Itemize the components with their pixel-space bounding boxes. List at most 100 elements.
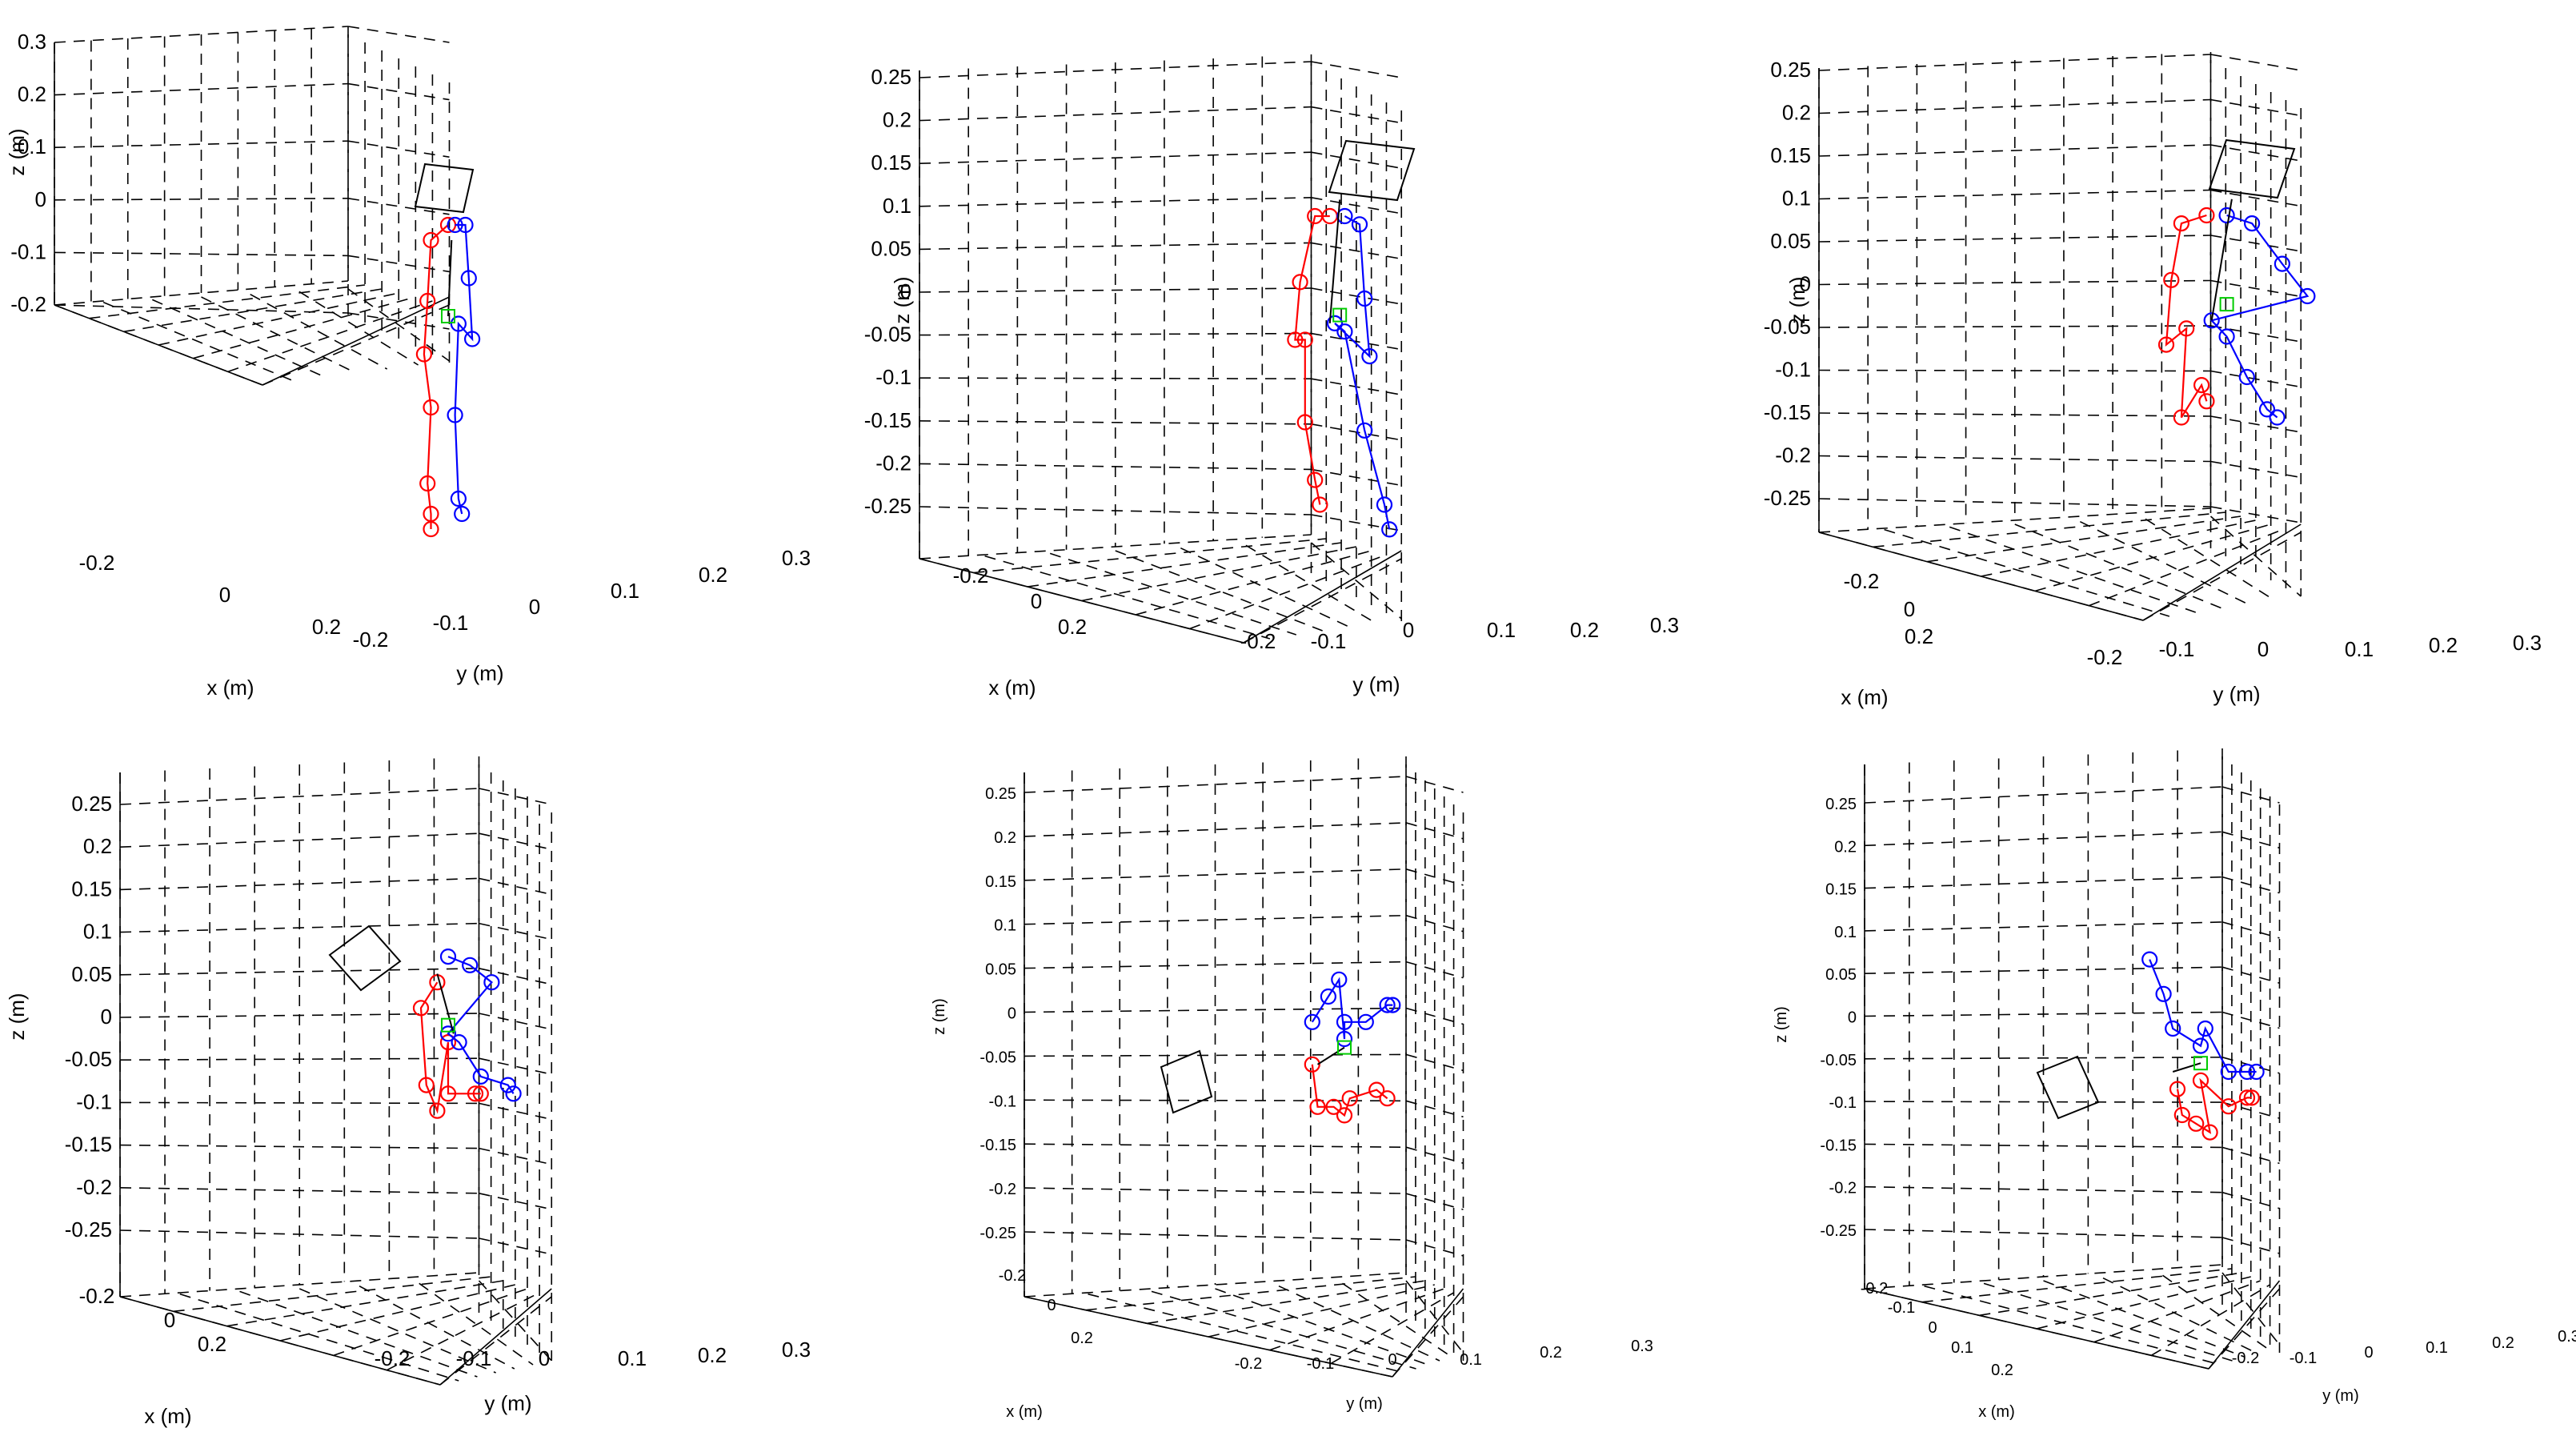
z-tick-label: -0.05	[980, 1049, 1016, 1066]
grid-line	[1180, 547, 1349, 628]
joint-marker	[1307, 207, 1324, 225]
grid-line	[1024, 1053, 1407, 1057]
series-right-limbs	[447, 216, 481, 523]
grid-line	[479, 1147, 552, 1165]
z-tick-label: -0.2	[875, 451, 911, 475]
x-tick-label: -0.1	[1888, 1299, 1915, 1317]
grid-line	[1311, 151, 1402, 169]
grid-line	[262, 304, 450, 386]
z-tick-label: -0.2	[76, 1175, 112, 1199]
y-axis-label: y (m)	[1352, 672, 1400, 696]
series-right-limbs	[2141, 951, 2265, 1081]
grid-line	[1024, 961, 1407, 969]
pelvis-marker-point	[2193, 1056, 2208, 1071]
joint-marker	[423, 231, 439, 249]
z-tick-label: 0	[900, 279, 911, 303]
grid-line	[54, 304, 349, 314]
y-tick-label: 0	[529, 595, 540, 619]
joint-marker	[472, 1085, 489, 1102]
grid-line	[2089, 527, 2286, 607]
joint-marker	[463, 331, 481, 347]
pelvis-marker-point	[1332, 307, 1348, 323]
right-limbs-line	[2149, 959, 2257, 1073]
grid-line	[2221, 1272, 2281, 1346]
joint-marker	[2188, 1115, 2205, 1132]
z-tick-label: 0.2	[18, 82, 46, 106]
series-pelvis-marker	[441, 309, 455, 323]
grid-line	[1818, 507, 2211, 533]
grid-line	[1024, 776, 1407, 793]
z-tick-label: -0.15	[980, 1137, 1016, 1154]
joint-marker	[2201, 1124, 2218, 1141]
grid-line	[1864, 1264, 2223, 1290]
series-right-limbs	[439, 948, 522, 1102]
joint-marker	[439, 1033, 457, 1051]
joint-marker	[1336, 1013, 1353, 1030]
grid-line	[123, 288, 383, 333]
z-tick-label: -0.25	[864, 494, 911, 518]
grid-line	[1818, 455, 2211, 463]
grid-box	[119, 756, 553, 1386]
grid-line	[1864, 1101, 2223, 1103]
x-tick-label: 0	[1904, 597, 1915, 621]
torso-line	[2210, 199, 2233, 321]
x-tick-label: 0	[1031, 589, 1042, 613]
series-torso	[436, 973, 455, 1034]
y-axis-label: y (m)	[2213, 682, 2260, 706]
z-tick-label: 0.05	[985, 961, 1016, 979]
z-tick-label: 0.25	[71, 792, 112, 816]
z-tick-label: 0.2	[883, 108, 911, 132]
x-tick-label: 0.2	[198, 1332, 226, 1356]
joint-marker	[2173, 215, 2189, 232]
grid-line	[386, 1292, 540, 1371]
x-tick-label: -0.2	[953, 564, 989, 588]
grid-line	[1884, 528, 2170, 617]
series-pelvis-marker	[2193, 1056, 2208, 1071]
panel-6: 0.250.20.150.10.050-0.05-0.1-0.15-0.2-0.…	[1773, 748, 2576, 1421]
grid-line	[1189, 554, 1387, 630]
grid-line	[1924, 1285, 2221, 1366]
z-tick-label: 0.25	[871, 65, 911, 89]
z-tick-label: 0.1	[1782, 187, 1811, 211]
z-tick-label: -0.25	[1764, 486, 1811, 510]
grid-line	[2142, 531, 2302, 621]
pelvis-marker-point	[2219, 297, 2234, 312]
z-tick-label: 0.1	[883, 194, 911, 218]
series-left-limbs	[2169, 1072, 2260, 1141]
left-limbs-line	[2165, 214, 2208, 419]
grid-line	[279, 1284, 516, 1342]
grid-line	[298, 291, 419, 366]
joint-marker	[2141, 951, 2158, 968]
z-tick-label: 0.15	[1825, 881, 1857, 899]
y-tick-label: 0.3	[1650, 613, 1679, 637]
joint-marker	[1331, 971, 1348, 988]
y-axis-label: y (m)	[1346, 1395, 1383, 1413]
y-tick-label: -0.2	[2232, 1350, 2259, 1367]
left-limbs-line	[423, 224, 449, 529]
joint-marker	[467, 1085, 484, 1102]
grid-line	[919, 151, 1312, 164]
grid-line	[119, 832, 479, 848]
z-tick-label: -0.2	[1775, 443, 1811, 467]
joint-marker	[419, 292, 436, 310]
z-tick-label: -0.2	[10, 292, 46, 316]
joint-marker	[2198, 207, 2215, 224]
z-tick-label: -0.15	[65, 1133, 112, 1157]
y-tick-label: 0.2	[2492, 1334, 2514, 1352]
torso-line	[436, 973, 455, 1034]
z-tick-label: 0.2	[1782, 101, 1811, 125]
grid-line	[1024, 1231, 1407, 1241]
z-tick-label: -0.1	[10, 239, 46, 263]
y-tick-label: 0.3	[2558, 1328, 2576, 1346]
joint-marker	[439, 1085, 457, 1102]
grid-line	[1818, 325, 2211, 328]
z-tick-label: 0.1	[18, 134, 46, 158]
y-tick-label: 0.2	[699, 563, 727, 587]
series-right-limbs	[1326, 207, 1398, 538]
joint-marker	[2163, 271, 2180, 288]
series-torso	[1328, 199, 1341, 323]
z-tick-label: -0.1	[875, 365, 911, 389]
grid-line	[1151, 1290, 1416, 1370]
x-tick-label: 0.2	[1071, 1330, 1093, 1347]
grid-line	[54, 198, 349, 201]
